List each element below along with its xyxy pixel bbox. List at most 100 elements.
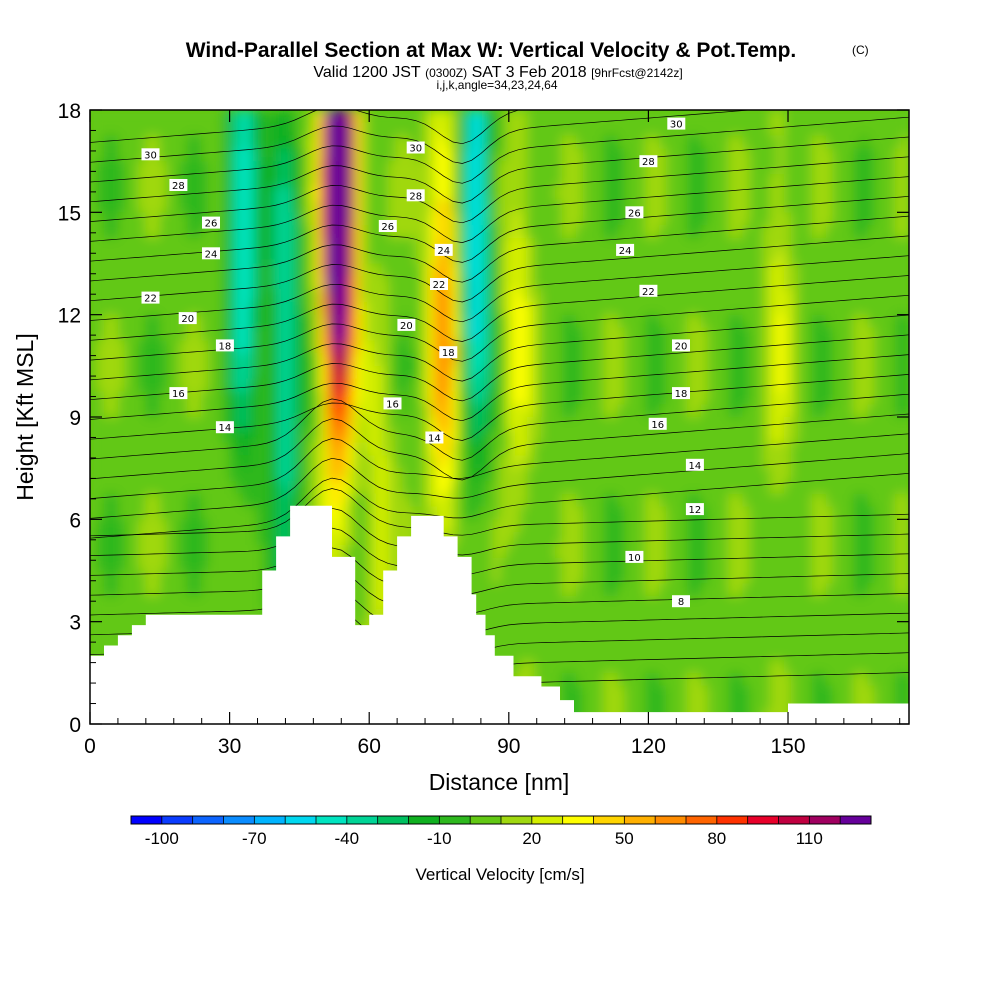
velocity-cell xyxy=(749,263,757,277)
velocity-cell xyxy=(527,212,535,226)
velocity-cell xyxy=(693,148,702,162)
velocity-cell xyxy=(270,544,278,559)
velocity-cell xyxy=(492,276,501,290)
velocity-cell xyxy=(749,186,757,201)
velocity-cell xyxy=(561,301,570,316)
velocity-cell xyxy=(770,327,778,341)
velocity-cell xyxy=(693,417,702,431)
velocity-cell xyxy=(645,493,653,508)
velocity-cell xyxy=(145,506,154,520)
velocity-cell xyxy=(686,378,695,393)
velocity-cell xyxy=(749,698,757,712)
velocity-cell xyxy=(402,289,410,303)
velocity-cell xyxy=(110,353,119,367)
velocity-cell xyxy=(214,353,223,367)
velocity-cell xyxy=(395,263,403,277)
velocity-cell xyxy=(735,212,744,226)
velocity-cell xyxy=(686,110,695,124)
velocity-cell xyxy=(541,417,549,431)
velocity-cell xyxy=(742,340,750,354)
velocity-cell xyxy=(478,532,487,546)
velocity-cell xyxy=(117,378,126,393)
velocity-cell xyxy=(138,186,147,201)
velocity-cell xyxy=(305,480,313,495)
velocity-cell xyxy=(339,532,348,546)
velocity-cell xyxy=(777,212,785,226)
velocity-cell xyxy=(582,647,591,661)
velocity-cell xyxy=(159,250,167,265)
velocity-cell xyxy=(756,493,764,508)
velocity-cell xyxy=(207,327,216,341)
velocity-cell xyxy=(180,378,188,393)
velocity-cell xyxy=(353,493,362,508)
velocity-cell xyxy=(235,378,244,393)
velocity-cell xyxy=(693,429,702,444)
velocity-cell xyxy=(124,122,133,137)
velocity-cell xyxy=(700,378,709,393)
velocity-cell xyxy=(659,237,667,252)
velocity-cell xyxy=(596,570,605,584)
velocity-cell xyxy=(652,263,660,277)
velocity-cell xyxy=(131,532,140,546)
velocity-cell xyxy=(631,596,639,610)
velocity-cell xyxy=(207,276,216,290)
velocity-cell xyxy=(159,340,167,354)
velocity-cell xyxy=(173,506,181,520)
velocity-cell xyxy=(506,557,514,572)
velocity-cell xyxy=(159,225,167,239)
velocity-cell xyxy=(194,429,202,444)
velocity-cell xyxy=(804,199,813,213)
velocity-cell xyxy=(194,480,202,495)
velocity-cell xyxy=(707,660,716,674)
velocity-cell xyxy=(763,391,771,405)
velocity-cell xyxy=(180,557,188,572)
velocity-cell xyxy=(645,263,653,277)
velocity-cell xyxy=(249,519,258,533)
velocity-cell xyxy=(589,506,598,520)
velocity-cell xyxy=(555,634,563,648)
velocity-cell xyxy=(145,583,154,597)
velocity-cell xyxy=(804,455,813,469)
velocity-cell xyxy=(568,634,577,648)
velocity-cell xyxy=(548,519,556,533)
velocity-cell xyxy=(520,365,528,380)
velocity-cell xyxy=(728,173,737,188)
velocity-cell xyxy=(464,378,473,393)
velocity-cell xyxy=(714,353,723,367)
velocity-cell xyxy=(443,199,452,213)
velocity-cell xyxy=(450,212,459,226)
velocity-cell xyxy=(700,353,709,367)
velocity-cell xyxy=(568,455,577,469)
velocity-cell xyxy=(305,263,313,277)
velocity-cell xyxy=(541,173,549,188)
velocity-cell xyxy=(228,314,237,329)
velocity-cell xyxy=(402,110,410,124)
velocity-cell xyxy=(631,327,639,341)
velocity-cell xyxy=(763,634,771,648)
velocity-cell xyxy=(166,110,174,124)
velocity-cell xyxy=(332,506,341,520)
velocity-cell xyxy=(277,237,285,252)
velocity-cell xyxy=(166,237,174,252)
velocity-cell xyxy=(381,186,390,201)
velocity-cell xyxy=(603,237,612,252)
velocity-cell xyxy=(221,596,230,610)
velocity-cell xyxy=(367,212,376,226)
velocity-cell xyxy=(402,442,410,456)
velocity-cell xyxy=(381,327,390,341)
velocity-cell xyxy=(666,672,674,687)
velocity-cell xyxy=(749,327,757,341)
velocity-cell xyxy=(575,557,584,572)
velocity-cell xyxy=(714,314,723,329)
velocity-cell xyxy=(492,378,501,393)
velocity-cell xyxy=(332,480,341,495)
velocity-cell xyxy=(700,621,709,636)
velocity-cell xyxy=(145,365,154,380)
velocity-cell xyxy=(270,417,278,431)
velocity-cell xyxy=(159,417,167,431)
velocity-cell xyxy=(138,442,147,456)
velocity-cell xyxy=(131,391,140,405)
velocity-cell xyxy=(90,314,98,329)
velocity-cell xyxy=(728,596,737,610)
velocity-cell xyxy=(770,685,778,700)
